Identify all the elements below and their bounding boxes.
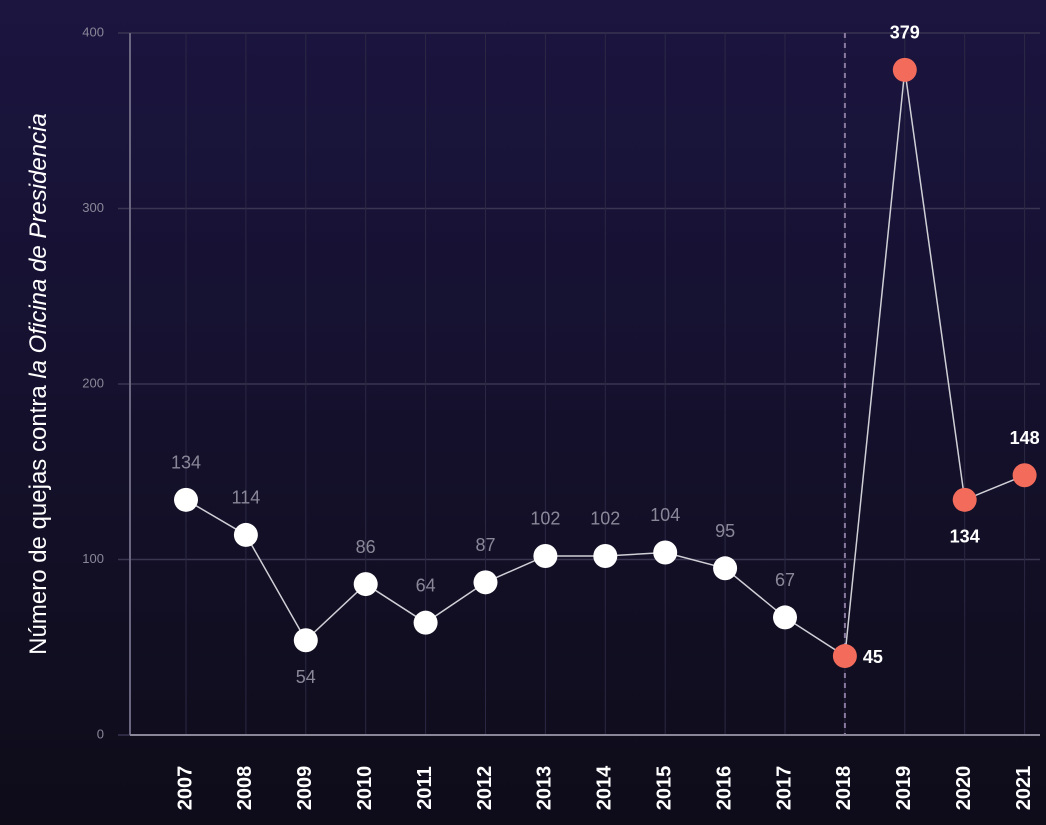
- y-tick-label: 100: [82, 551, 104, 566]
- x-tick-label: 2016: [713, 766, 735, 811]
- point: [473, 570, 498, 595]
- x-tick-label: 2011: [414, 766, 436, 809]
- x-tick-label: 2010: [354, 766, 376, 811]
- point: [174, 487, 198, 512]
- value-label: 102: [590, 509, 620, 529]
- point: [1012, 463, 1037, 488]
- y-axis-label-italic: la Oficina de Presidencia: [25, 113, 52, 378]
- value-label: 87: [475, 535, 495, 555]
- value-label: 95: [715, 521, 735, 541]
- point: [713, 556, 738, 581]
- value-label: 379: [890, 23, 920, 43]
- x-tick-label: 2009: [294, 766, 316, 811]
- point: [832, 644, 857, 669]
- y-tick-label: 200: [82, 375, 104, 390]
- x-tick-label: 2019: [893, 766, 915, 811]
- value-label: 104: [650, 505, 680, 525]
- point: [293, 628, 318, 653]
- point: [773, 605, 797, 630]
- x-tick-label: 2021: [1013, 766, 1035, 811]
- y-axis-label-main: Número de quejas contra: [25, 379, 52, 655]
- y-tick-label: 400: [82, 24, 104, 39]
- point: [533, 543, 558, 568]
- x-tick-label: 2018: [833, 766, 855, 811]
- value-label: 67: [775, 570, 795, 590]
- point: [952, 487, 977, 512]
- value-label: 54: [296, 667, 316, 687]
- value-label: 102: [530, 509, 560, 529]
- point: [353, 572, 378, 597]
- x-tick-label: 2020: [953, 766, 975, 811]
- x-tick-label: 2013: [534, 766, 556, 811]
- x-tick-label: 2017: [773, 766, 795, 811]
- value-label: 148: [1010, 428, 1040, 448]
- value-label: 114: [232, 488, 261, 508]
- x-tick-label: 2007: [174, 766, 196, 811]
- x-tick-label: 2014: [594, 765, 616, 810]
- point: [593, 543, 618, 568]
- y-tick-label: 300: [82, 200, 104, 215]
- value-label: 86: [356, 537, 376, 557]
- y-axis-label: Número de quejas contra la Oficina de Pr…: [25, 113, 52, 655]
- point: [892, 57, 917, 82]
- y-tick-label: 0: [97, 726, 104, 741]
- x-tick-label: 2008: [234, 766, 256, 811]
- value-label: 134: [950, 527, 980, 547]
- value-label: 64: [416, 575, 436, 595]
- x-tick-label: 2012: [474, 766, 496, 811]
- point: [653, 540, 678, 565]
- point: [413, 610, 438, 635]
- value-label: 45: [863, 647, 883, 667]
- x-tick-label: 2015: [653, 766, 675, 811]
- value-label: 134: [171, 453, 201, 473]
- point: [233, 522, 258, 547]
